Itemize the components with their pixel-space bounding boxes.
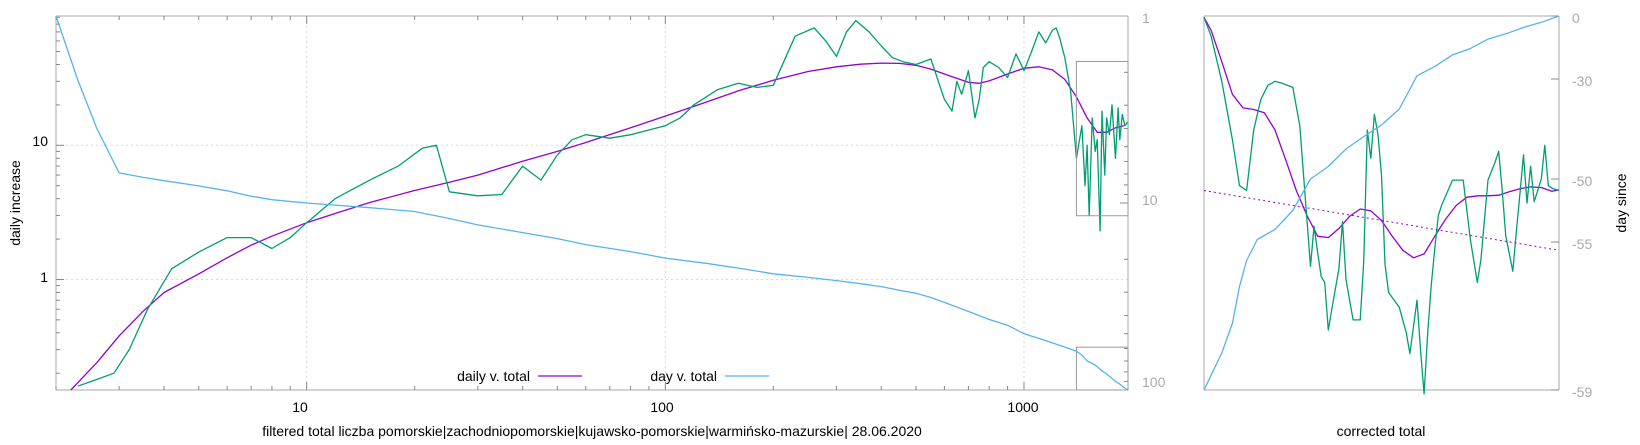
inset-box-1 — [1075, 60, 1129, 217]
daily-v-total-line — [70, 62, 1125, 391]
day-v-total-line — [55, 15, 1129, 391]
filtered-daily-line — [77, 19, 1129, 387]
right-day-line — [1203, 15, 1560, 391]
right-frame — [1203, 15, 1560, 391]
legend-label-day: day v. total — [650, 368, 717, 384]
x-tick-label-1000: 1000 — [1007, 399, 1038, 415]
main-y-axis-label: daily increase — [7, 160, 23, 246]
x-tick-label-100: 100 — [650, 399, 674, 415]
right-y2-axis-label: day since — [1613, 173, 1629, 232]
main-ticks — [55, 16, 1128, 391]
main-x-axis-label: filtered total liczba pomorskie|zachodni… — [262, 423, 922, 439]
main-insets — [1075, 60, 1129, 391]
right-y2-tick-label-minus59: -59 — [1572, 384, 1592, 400]
y2-tick-label-100: 100 — [1142, 374, 1166, 390]
right-y2-tick-label-minus55: -55 — [1572, 236, 1592, 252]
right-y2-tick-label-0: 0 — [1572, 10, 1580, 26]
y2-tick-label-1: 1 — [1142, 10, 1150, 26]
right-x-axis-label: corrected total — [1337, 423, 1426, 439]
right-filtered-line — [1203, 17, 1560, 395]
right-trend-line — [1203, 190, 1560, 251]
legend: daily v. total day v. total — [457, 368, 769, 384]
y-tick-label-10: 10 — [32, 133, 48, 149]
main-series — [55, 15, 1129, 391]
right-y2-tick-label-minus30: -30 — [1572, 73, 1592, 89]
y2-tick-label-10: 10 — [1142, 192, 1158, 208]
legend-label-daily: daily v. total — [457, 368, 530, 384]
right-y2-tick-label-minus50: -50 — [1572, 173, 1592, 189]
y-tick-label-1: 1 — [40, 269, 48, 285]
inset-box-2 — [1075, 346, 1129, 391]
x-tick-label-10: 10 — [292, 399, 308, 415]
right-series — [1203, 15, 1560, 395]
